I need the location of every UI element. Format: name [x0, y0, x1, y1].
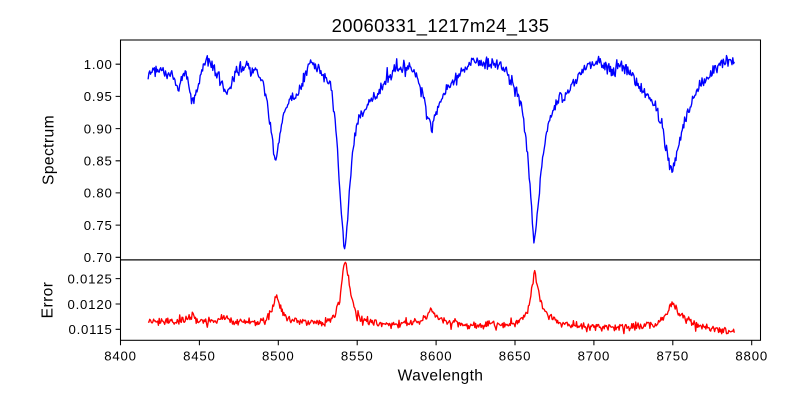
svg-text:8550: 8550	[341, 348, 374, 363]
svg-text:0.95: 0.95	[84, 89, 113, 104]
svg-text:0.85: 0.85	[84, 154, 113, 169]
svg-text:8500: 8500	[262, 348, 295, 363]
svg-text:0.90: 0.90	[84, 121, 113, 136]
svg-text:0.75: 0.75	[84, 218, 113, 233]
svg-text:0.0120: 0.0120	[67, 297, 112, 312]
svg-text:1.00: 1.00	[84, 57, 113, 72]
svg-text:8650: 8650	[499, 348, 532, 363]
svg-text:Spectrum: Spectrum	[41, 115, 58, 185]
svg-text:8750: 8750	[657, 348, 690, 363]
svg-text:0.0115: 0.0115	[68, 322, 112, 337]
svg-text:20060331_1217m24_135: 20060331_1217m24_135	[332, 15, 550, 37]
svg-text:Error: Error	[40, 282, 57, 319]
svg-text:0.70: 0.70	[84, 250, 113, 265]
svg-text:0.80: 0.80	[84, 186, 113, 201]
svg-text:0.0125: 0.0125	[67, 271, 112, 286]
svg-text:8700: 8700	[578, 348, 611, 363]
svg-text:8450: 8450	[183, 348, 216, 363]
svg-text:8800: 8800	[735, 348, 768, 363]
svg-text:8400: 8400	[104, 348, 137, 363]
svg-text:8600: 8600	[420, 348, 453, 363]
svg-text:Wavelength: Wavelength	[398, 367, 484, 384]
